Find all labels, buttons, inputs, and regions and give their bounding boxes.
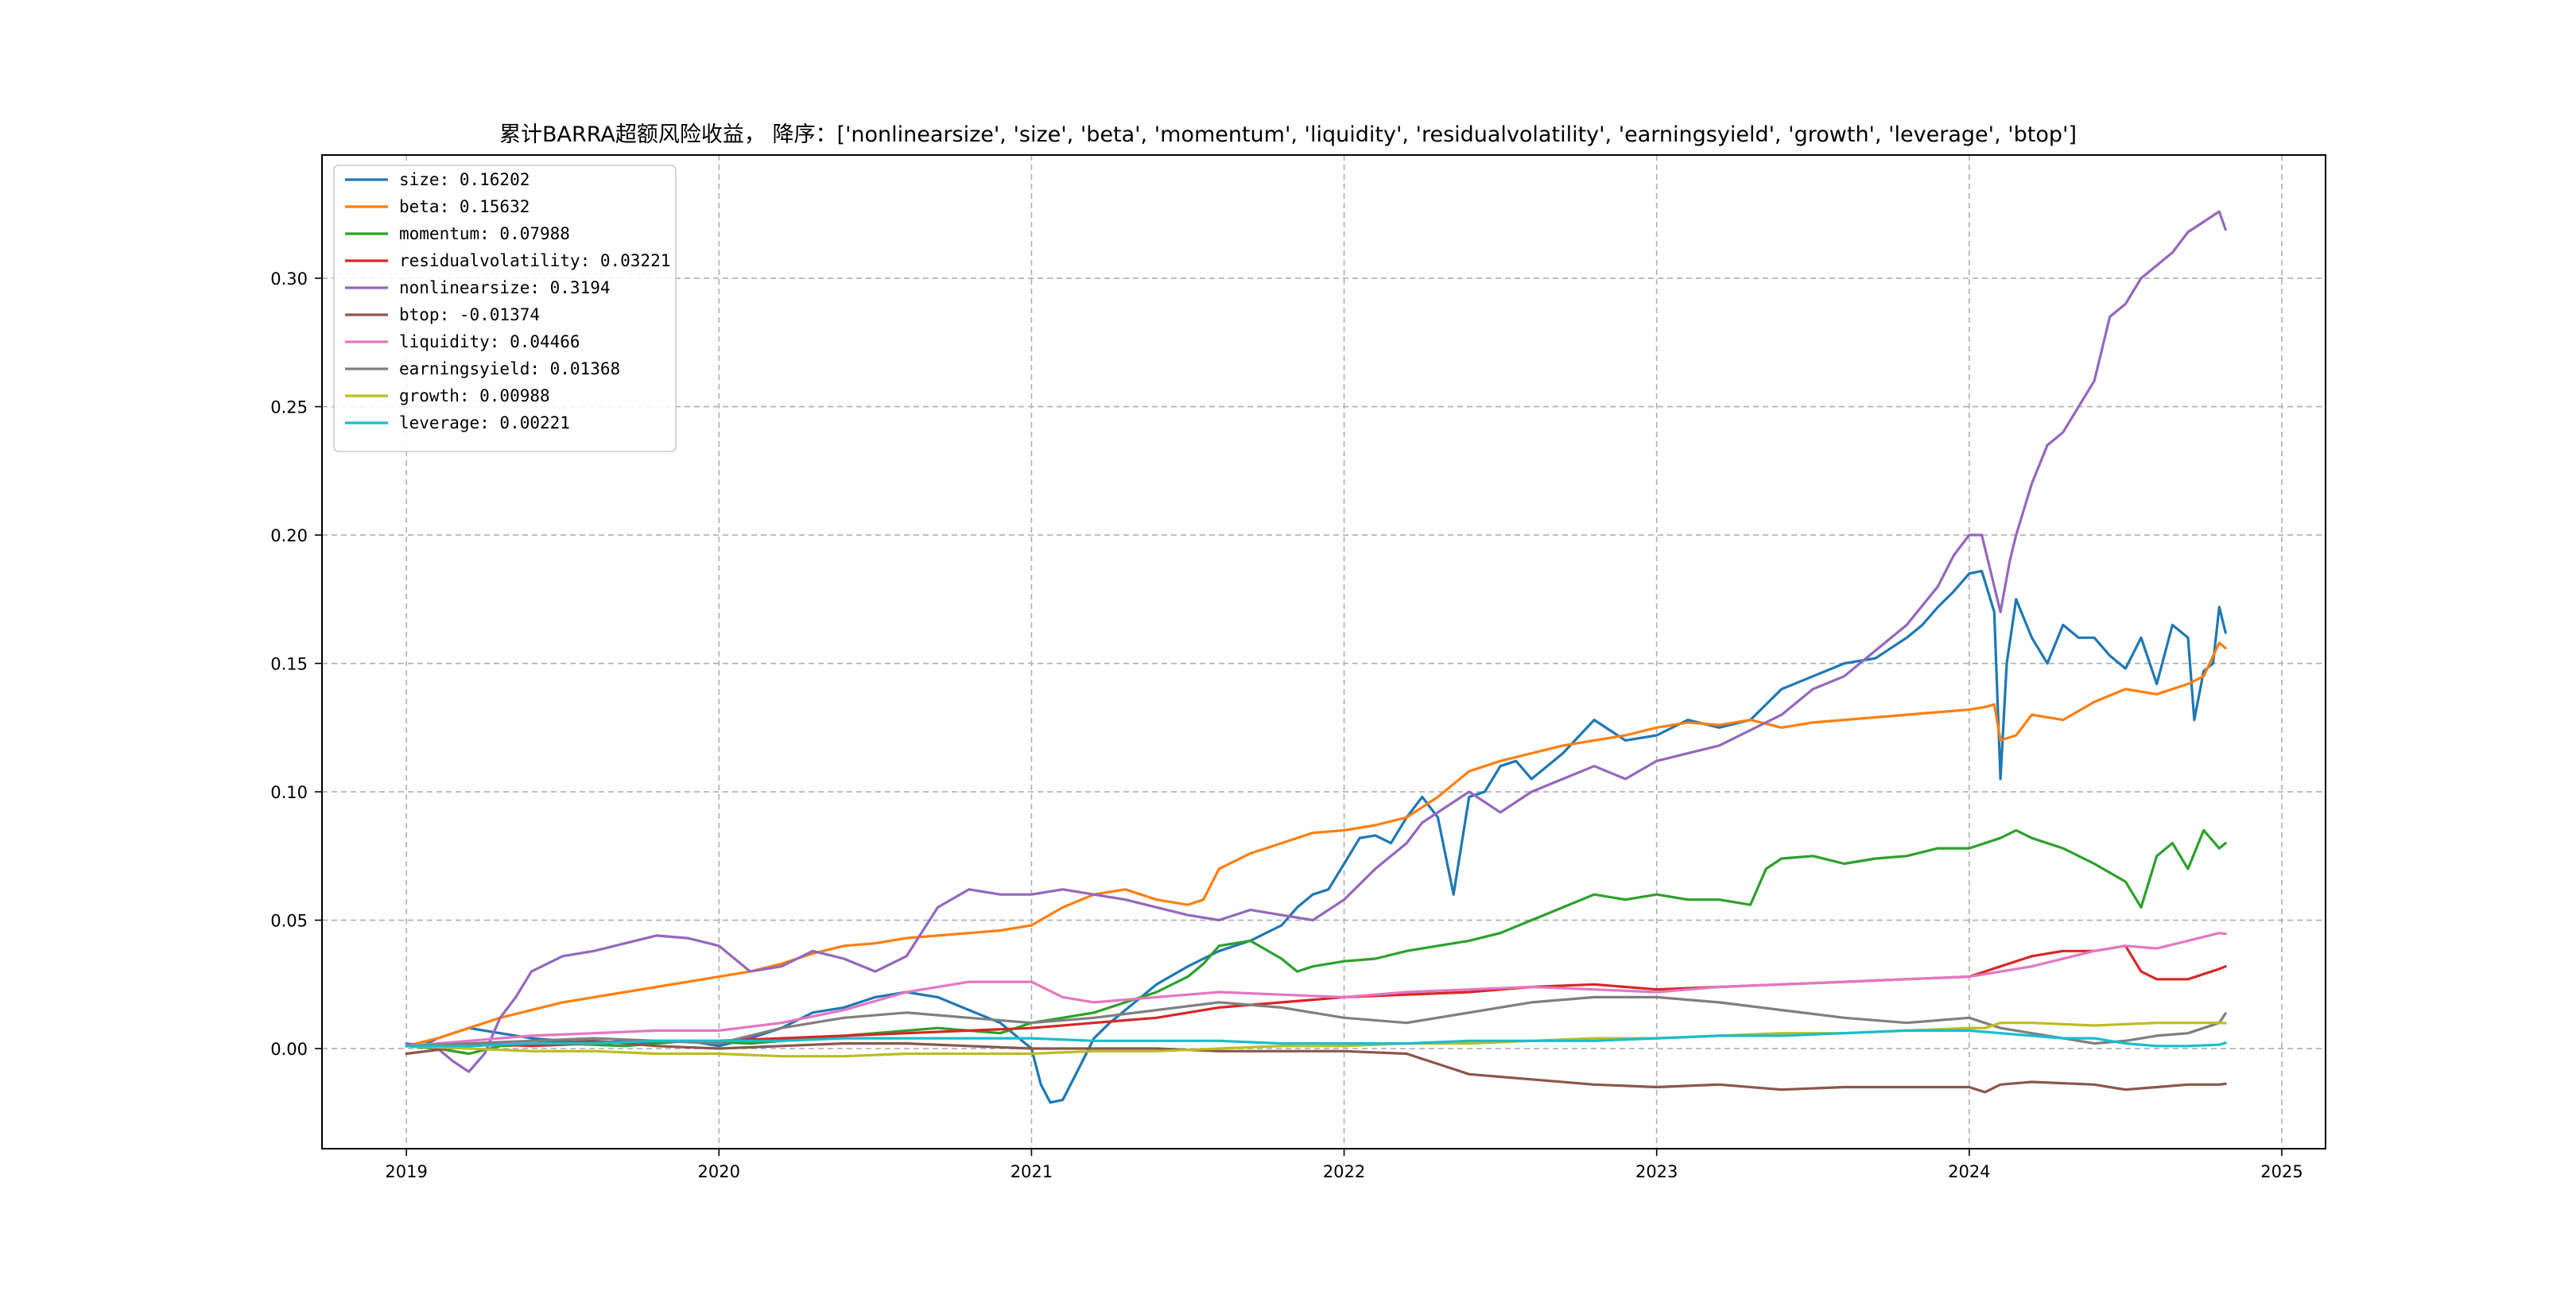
x-tick-label: 2019 xyxy=(385,1162,427,1181)
y-tick-label: 0.20 xyxy=(270,526,308,545)
x-tick-label: 2025 xyxy=(2260,1162,2302,1181)
series-line-5 xyxy=(405,1039,2227,1094)
legend-label: residualvolatility: 0.03221 xyxy=(399,251,670,270)
y-tick-label: 0.25 xyxy=(270,398,308,417)
plot-frame xyxy=(321,154,2326,1149)
legend-label: btop: -0.01374 xyxy=(399,305,540,324)
y-tick-label: 0.05 xyxy=(270,912,308,931)
legend: size: 0.16202 beta: 0.15632 momentum: 0.07… xyxy=(333,165,677,452)
series-line-7 xyxy=(405,995,2227,1048)
chart-title: 累计BARRA超额风险收益， 降序：['nonlinearsize', 'siz… xyxy=(499,122,2077,147)
legend-label: liquidity: 0.04466 xyxy=(399,332,580,351)
x-tick-label: 2024 xyxy=(1948,1162,1990,1181)
legend-label: growth: 0.00988 xyxy=(399,386,550,405)
legend-box xyxy=(333,165,677,452)
y-tick-label: 0.15 xyxy=(270,655,308,674)
y-tick-label: 0.30 xyxy=(270,269,308,289)
y-tick-label: 0.00 xyxy=(270,1040,308,1059)
x-tick-label: 2020 xyxy=(698,1162,740,1181)
series-line-1 xyxy=(405,642,2227,1048)
series-line-4 xyxy=(405,210,2227,1073)
legend-label: nonlinearsize: 0.3194 xyxy=(399,278,611,297)
axis-ticks: 2019 2020 2021 2022 2023 2024 2025 0.00 0.05 0.10… xyxy=(270,269,2302,1181)
x-tick-label: 2023 xyxy=(1635,1162,1678,1181)
series-line-6 xyxy=(405,932,2227,1048)
x-tick-label: 2022 xyxy=(1323,1162,1365,1181)
legend-label: beta: 0.15632 xyxy=(399,197,530,216)
legend-label: leverage: 0.00221 xyxy=(399,413,570,432)
legend-label: earningsyield: 0.01368 xyxy=(399,359,620,378)
x-tick-label: 2021 xyxy=(1011,1162,1053,1181)
legend-label: size: 0.16202 xyxy=(399,170,530,189)
y-tick-label: 0.10 xyxy=(270,783,308,802)
legend-label: momentum: 0.07988 xyxy=(399,224,570,243)
series-line-2 xyxy=(405,828,2227,1056)
series-lines xyxy=(405,210,2227,1104)
series-line-9 xyxy=(405,1029,2227,1048)
